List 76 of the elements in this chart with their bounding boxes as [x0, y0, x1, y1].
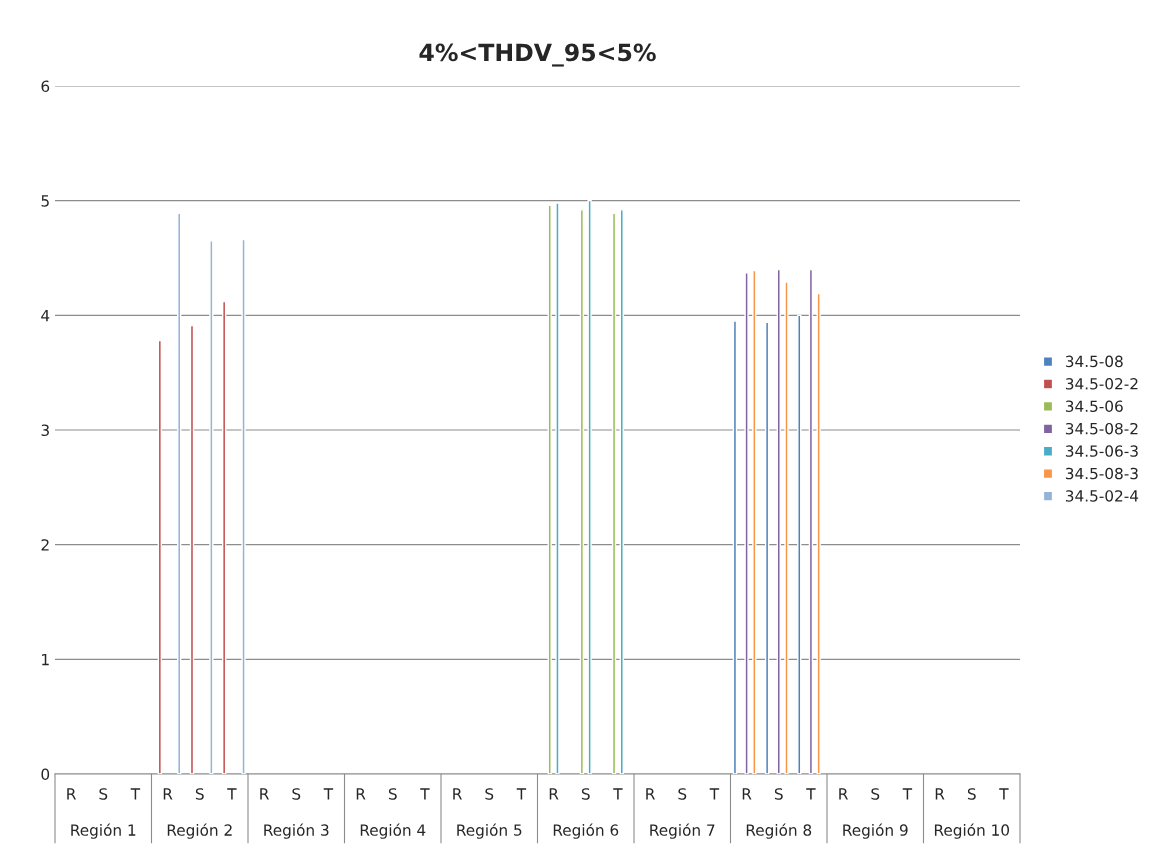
x-tick-label: R — [646, 788, 655, 800]
legend-label: 34.5-08 — [1065, 355, 1123, 368]
bar — [209, 240, 214, 774]
x-tick-label: R — [935, 788, 945, 800]
x-tick-label: T — [999, 788, 1009, 800]
x-tick-label: R — [260, 788, 269, 800]
x-tick-label: S — [871, 788, 880, 800]
x-tick-label: R — [839, 788, 848, 800]
x-tick-label: S — [99, 788, 108, 800]
x-tick-label: S — [678, 788, 687, 800]
text: Región 3 — [264, 823, 329, 839]
bar — [808, 268, 814, 774]
text: Región 6 — [553, 823, 619, 839]
bar — [619, 209, 624, 774]
legend-label: 34.5-02-4 — [1065, 490, 1139, 502]
x-tick-label: R — [163, 788, 173, 800]
text: Región 7 — [650, 823, 715, 839]
bar — [744, 272, 749, 774]
x-tick-label: S — [581, 788, 590, 800]
x-tick-label: S — [388, 788, 397, 800]
x-tick-label: T — [902, 788, 913, 800]
bar — [157, 339, 162, 774]
text: Región 8 — [746, 823, 812, 839]
y-tick-label: 3 — [41, 424, 49, 437]
bar — [797, 314, 802, 774]
bar — [752, 269, 757, 774]
bar — [579, 209, 585, 774]
x-tick-label: R — [356, 788, 366, 800]
bar — [547, 204, 552, 774]
legend-label: 34.5-08-2 — [1065, 422, 1138, 435]
x-tick-label: T — [227, 788, 237, 800]
x-tick-label: S — [292, 788, 301, 800]
bar — [732, 320, 738, 774]
bar — [241, 238, 246, 774]
bar — [784, 281, 789, 774]
x-tick-label: S — [774, 788, 783, 800]
y-tick-label: 4 — [41, 310, 50, 322]
x-tick-label: T — [323, 788, 334, 800]
legend-label: 34.5-06-3 — [1065, 445, 1138, 457]
bar — [764, 321, 770, 774]
legend-label: 34.5-02-2 — [1065, 378, 1138, 390]
text: Región 9 — [843, 823, 908, 839]
x-tick-label: R — [549, 788, 559, 800]
y-tick-label: 2 — [41, 539, 49, 551]
bar — [816, 292, 821, 774]
bar — [222, 300, 227, 774]
bar — [177, 212, 182, 774]
text: Región 2 — [167, 823, 232, 839]
x-tick-label: S — [195, 788, 204, 800]
bar — [611, 212, 617, 774]
bar — [776, 268, 781, 774]
y-tick-label: 0 — [41, 768, 50, 781]
x-tick-label: T — [613, 788, 623, 800]
legend-label: 34.5-08-3 — [1065, 467, 1138, 480]
bar — [555, 202, 560, 774]
y-tick-label: 1 — [42, 654, 49, 666]
y-tick-label: 5 — [41, 195, 49, 207]
x-tick-label: R — [453, 788, 462, 800]
text: Región 4 — [360, 823, 426, 839]
bar — [189, 324, 195, 774]
x-tick-label: T — [516, 788, 527, 800]
bar — [587, 199, 592, 774]
x-tick-label: T — [420, 788, 430, 800]
x-tick-label: T — [130, 788, 141, 800]
x-tick-label: R — [742, 788, 752, 800]
y-tick-label: 6 — [41, 80, 50, 93]
text: Región 10 — [934, 823, 1010, 839]
x-tick-label: S — [485, 788, 494, 800]
text: Región 5 — [457, 823, 522, 839]
text: Región 1 — [71, 823, 136, 839]
legend-label: 34.5-06 — [1065, 400, 1123, 413]
x-tick-label: R — [67, 788, 76, 800]
chart-title: 4%<THDV_95<5% — [419, 43, 656, 67]
x-tick-label: T — [709, 788, 720, 800]
x-tick-label: S — [967, 788, 976, 800]
x-tick-label: T — [806, 788, 816, 800]
